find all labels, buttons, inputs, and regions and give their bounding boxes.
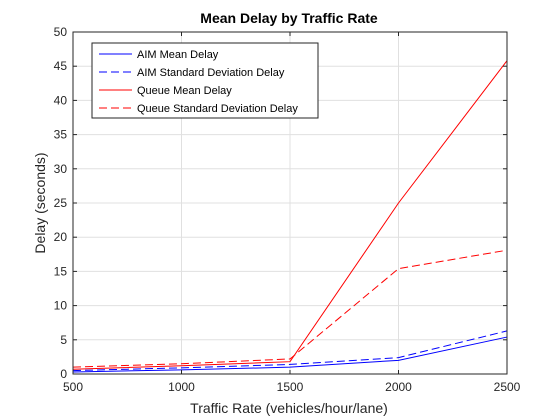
y-tick-label: 15 [54,264,68,278]
x-tick-label: 2000 [385,380,412,394]
series-line [72,60,508,370]
x-axis-label: Traffic Rate (vehicles/hour/lane) [190,400,388,416]
x-tick-label: 1500 [277,380,304,394]
series-line [72,336,508,373]
x-tick-label: 1000 [168,380,195,394]
y-tick-label: 10 [54,299,68,313]
legend-label: Queue Standard Deviation Delay [137,103,298,115]
x-tick-label: 2500 [494,380,521,394]
series-line [72,330,508,372]
y-tick-label: 25 [54,196,68,210]
legend-label: AIM Standard Deviation Delay [137,67,285,79]
y-tick-label: 45 [54,59,68,73]
y-tick-label: 5 [60,333,67,347]
y-tick-label: 20 [54,230,68,244]
y-tick-label: 40 [54,93,68,107]
legend-label: AIM Mean Delay [137,49,219,61]
y-tick-label: 0 [60,367,67,381]
series-line [72,249,508,368]
y-tick-label: 30 [54,162,68,176]
legend: AIM Mean Delay AIM Standard Deviation Del… [91,42,319,119]
legend-box [91,42,319,119]
y-axis-label: Delay (seconds) [32,152,48,253]
chart-title: Mean Delay by Traffic Rate [200,10,378,26]
x-tick-label: 500 [63,380,83,394]
y-tick-label: 50 [54,25,68,39]
legend-label: Queue Mean Delay [137,85,232,97]
y-tick-label: 35 [54,128,68,142]
